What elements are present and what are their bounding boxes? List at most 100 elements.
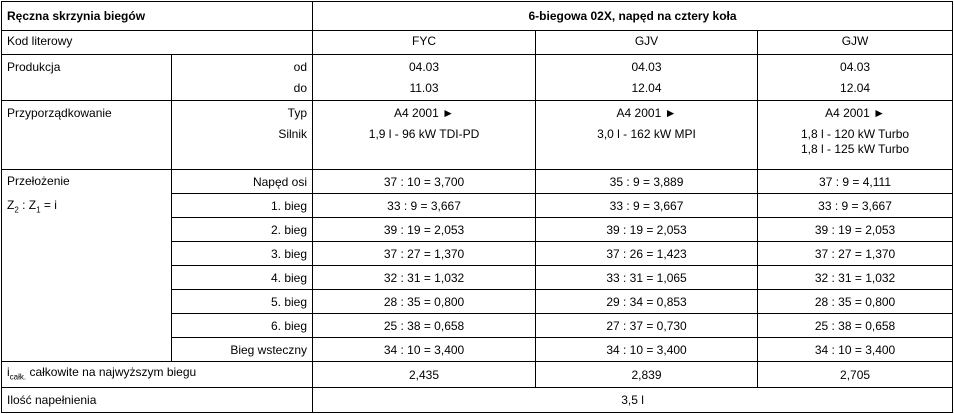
formula-part: 1 (36, 205, 41, 215)
ratio-value: 39 : 19 = 2,053 (535, 217, 759, 242)
code-value: FYC (312, 30, 537, 55)
from-label: od (293, 60, 308, 74)
total-row: icałk. całkowite na najwyższym biegu 2,43… (0, 360, 954, 389)
gear-label: 5. bieg (170, 289, 314, 314)
total-label-part: całk. (9, 372, 27, 382)
ratio-value: 33 : 9 = 3,667 (535, 193, 759, 218)
engine-list: 1,8 l - 120 kW Turbo 1,8 l - 125 kW Turbo (763, 127, 947, 157)
header-title: Ręczna skrzynia biegów (0, 1, 314, 31)
assignment-value: A4 2001 ► 3,0 l - 162 kW MPI (535, 100, 759, 170)
production-sublabels: od do (170, 54, 314, 101)
gear-label: Napęd osi (170, 169, 314, 194)
code-label: Kod literowy (0, 30, 314, 55)
ratio-value: 25 : 38 = 0,658 (312, 313, 537, 338)
ratio-value: 37 : 27 = 1,370 (312, 241, 537, 266)
ratio-value: 39 : 19 = 2,053 (757, 217, 954, 242)
to-date: 11.03 (409, 81, 439, 95)
engine: 1,9 l - 96 kW TDI-PD (368, 127, 480, 141)
engine: 3,0 l - 162 kW MPI (597, 127, 696, 141)
gear-label: 3. bieg (170, 241, 314, 266)
fill-row: Ilość napełnienia 3,5 l (0, 387, 954, 414)
assignment-row: Przyporządkowanie Typ Silnik A4 2001 ► 1,9 l… (1, 100, 954, 170)
vehicle-type: A4 2001 ► (394, 106, 454, 120)
engine-list: 1,9 l - 96 kW TDI-PD (318, 127, 530, 142)
ratio-value: 37 : 9 = 4,111 (757, 169, 954, 194)
total-value: 2,705 (757, 360, 954, 389)
total-value: 2,839 (535, 360, 759, 389)
ratio-label: Przełożenie (7, 174, 70, 188)
ratio-value: 34 : 10 = 3,400 (757, 337, 954, 362)
from-date: 04.03 (840, 60, 871, 74)
formula-part: = i (40, 198, 57, 212)
ratio-value: 25 : 38 = 0,658 (757, 313, 954, 338)
total-label-part: i (7, 365, 10, 379)
ratio-row: 3. bieg 37 : 27 = 1,370 37 : 26 = 1,423 37 … (2, 241, 954, 266)
header-row: Ręczna skrzynia biegów 6-biegowa 02X, na… (0, 1, 954, 31)
from-date: 04.03 (631, 60, 662, 74)
ratio-value: 39 : 19 = 2,053 (312, 217, 537, 242)
to-date: 12.04 (631, 81, 662, 95)
engine-list: 3,0 l - 162 kW MPI (541, 127, 752, 142)
assignment-value: A4 2001 ► 1,8 l - 120 kW Turbo 1,8 l - 125… (757, 100, 954, 170)
assignment-value: A4 2001 ► 1,9 l - 96 kW TDI-PD (312, 100, 537, 170)
gear-label: Bieg wsteczny (170, 337, 314, 362)
fill-label: Ilość napełnienia (0, 387, 314, 414)
ratio-value: 33 : 9 = 3,667 (757, 193, 954, 218)
production-value: 04.03 11.03 (312, 54, 537, 101)
ratio-row: 5. bieg 28 : 35 = 0,800 29 : 34 = 0,853 28 … (2, 289, 954, 314)
assignment-label: Przyporządkowanie (1, 100, 172, 170)
engine-label: Silnik (278, 127, 308, 141)
total-value: 2,435 (312, 360, 537, 389)
formula-part: 2 (14, 205, 19, 215)
production-value: 04.03 12.04 (757, 54, 954, 101)
ratio-value: 37 : 10 = 3,700 (312, 169, 537, 194)
header-subtitle: 6-biegowa 02X, napęd na cztery koła (312, 1, 954, 31)
gear-label: 2. bieg (170, 217, 314, 242)
ratio-value: 34 : 10 = 3,400 (535, 337, 759, 362)
ratio-value: 35 : 9 = 3,889 (535, 169, 759, 194)
to-date: 12.04 (840, 81, 871, 95)
ratio-formula: Z2 : Z1 = i (7, 195, 166, 220)
assignment-sublabels: Typ Silnik (170, 100, 314, 170)
gear-label: 1. bieg (170, 193, 314, 218)
production-label: Produkcja (1, 54, 172, 101)
from-date: 04.03 (409, 60, 440, 74)
ratio-group-label: Przełożenie Z2 : Z1 = i (1, 169, 172, 362)
type-label: Typ (287, 106, 308, 120)
ratio-row: 4. bieg 32 : 31 = 1,032 33 : 31 = 1,065 32 … (2, 265, 954, 290)
ratio-value: 37 : 26 = 1,423 (535, 241, 759, 266)
ratio-value: 34 : 10 = 3,400 (312, 337, 537, 362)
ratio-value: 37 : 27 = 1,370 (757, 241, 954, 266)
to-label: do (293, 81, 308, 95)
ratio-value: 29 : 34 = 0,853 (535, 289, 759, 314)
production-row: Produkcja od do 04.03 11.03 04.03 12.04 04.03 12… (1, 54, 954, 101)
ratio-value: 28 : 35 = 0,800 (757, 289, 954, 314)
formula-part: : Z (18, 198, 37, 212)
engine: 1,8 l - 125 kW Turbo (801, 142, 910, 156)
ratio-row: 6. bieg 25 : 38 = 0,658 27 : 37 = 0,730 25 … (2, 313, 954, 338)
ratio-value: 28 : 35 = 0,800 (312, 289, 537, 314)
production-value: 04.03 12.04 (535, 54, 759, 101)
engine: 1,8 l - 120 kW Turbo (801, 127, 910, 141)
total-label-part: całkowite na najwyższym biegu (26, 365, 197, 379)
ratio-value: 33 : 31 = 1,065 (535, 265, 759, 290)
ratio-value: 32 : 31 = 1,032 (757, 265, 954, 290)
vehicle-type: A4 2001 ► (616, 106, 677, 120)
ratio-row: Bieg wsteczny 34 : 10 = 3,400 34 : 10 = 3,… (2, 337, 954, 362)
ratio-value: 33 : 9 = 3,667 (312, 193, 537, 218)
code-value: GJV (535, 30, 759, 55)
fill-value: 3,5 l (312, 387, 954, 414)
ratio-row: Przełożenie Z2 : Z1 = i Napęd osi 37 : 10 =… (1, 169, 954, 362)
vehicle-type: A4 2001 ► (825, 106, 885, 120)
ratio-value: 32 : 31 = 1,032 (312, 265, 537, 290)
gear-label: 6. bieg (170, 313, 314, 338)
code-row: Kod literowy FYC GJV GJW (0, 30, 954, 55)
code-value: GJW (757, 30, 954, 55)
gear-label: 4. bieg (170, 265, 314, 290)
ratio-value: 27 : 37 = 0,730 (535, 313, 759, 338)
total-label: icałk. całkowite na najwyższym biegu (0, 360, 314, 389)
formula-part: Z (7, 198, 15, 212)
